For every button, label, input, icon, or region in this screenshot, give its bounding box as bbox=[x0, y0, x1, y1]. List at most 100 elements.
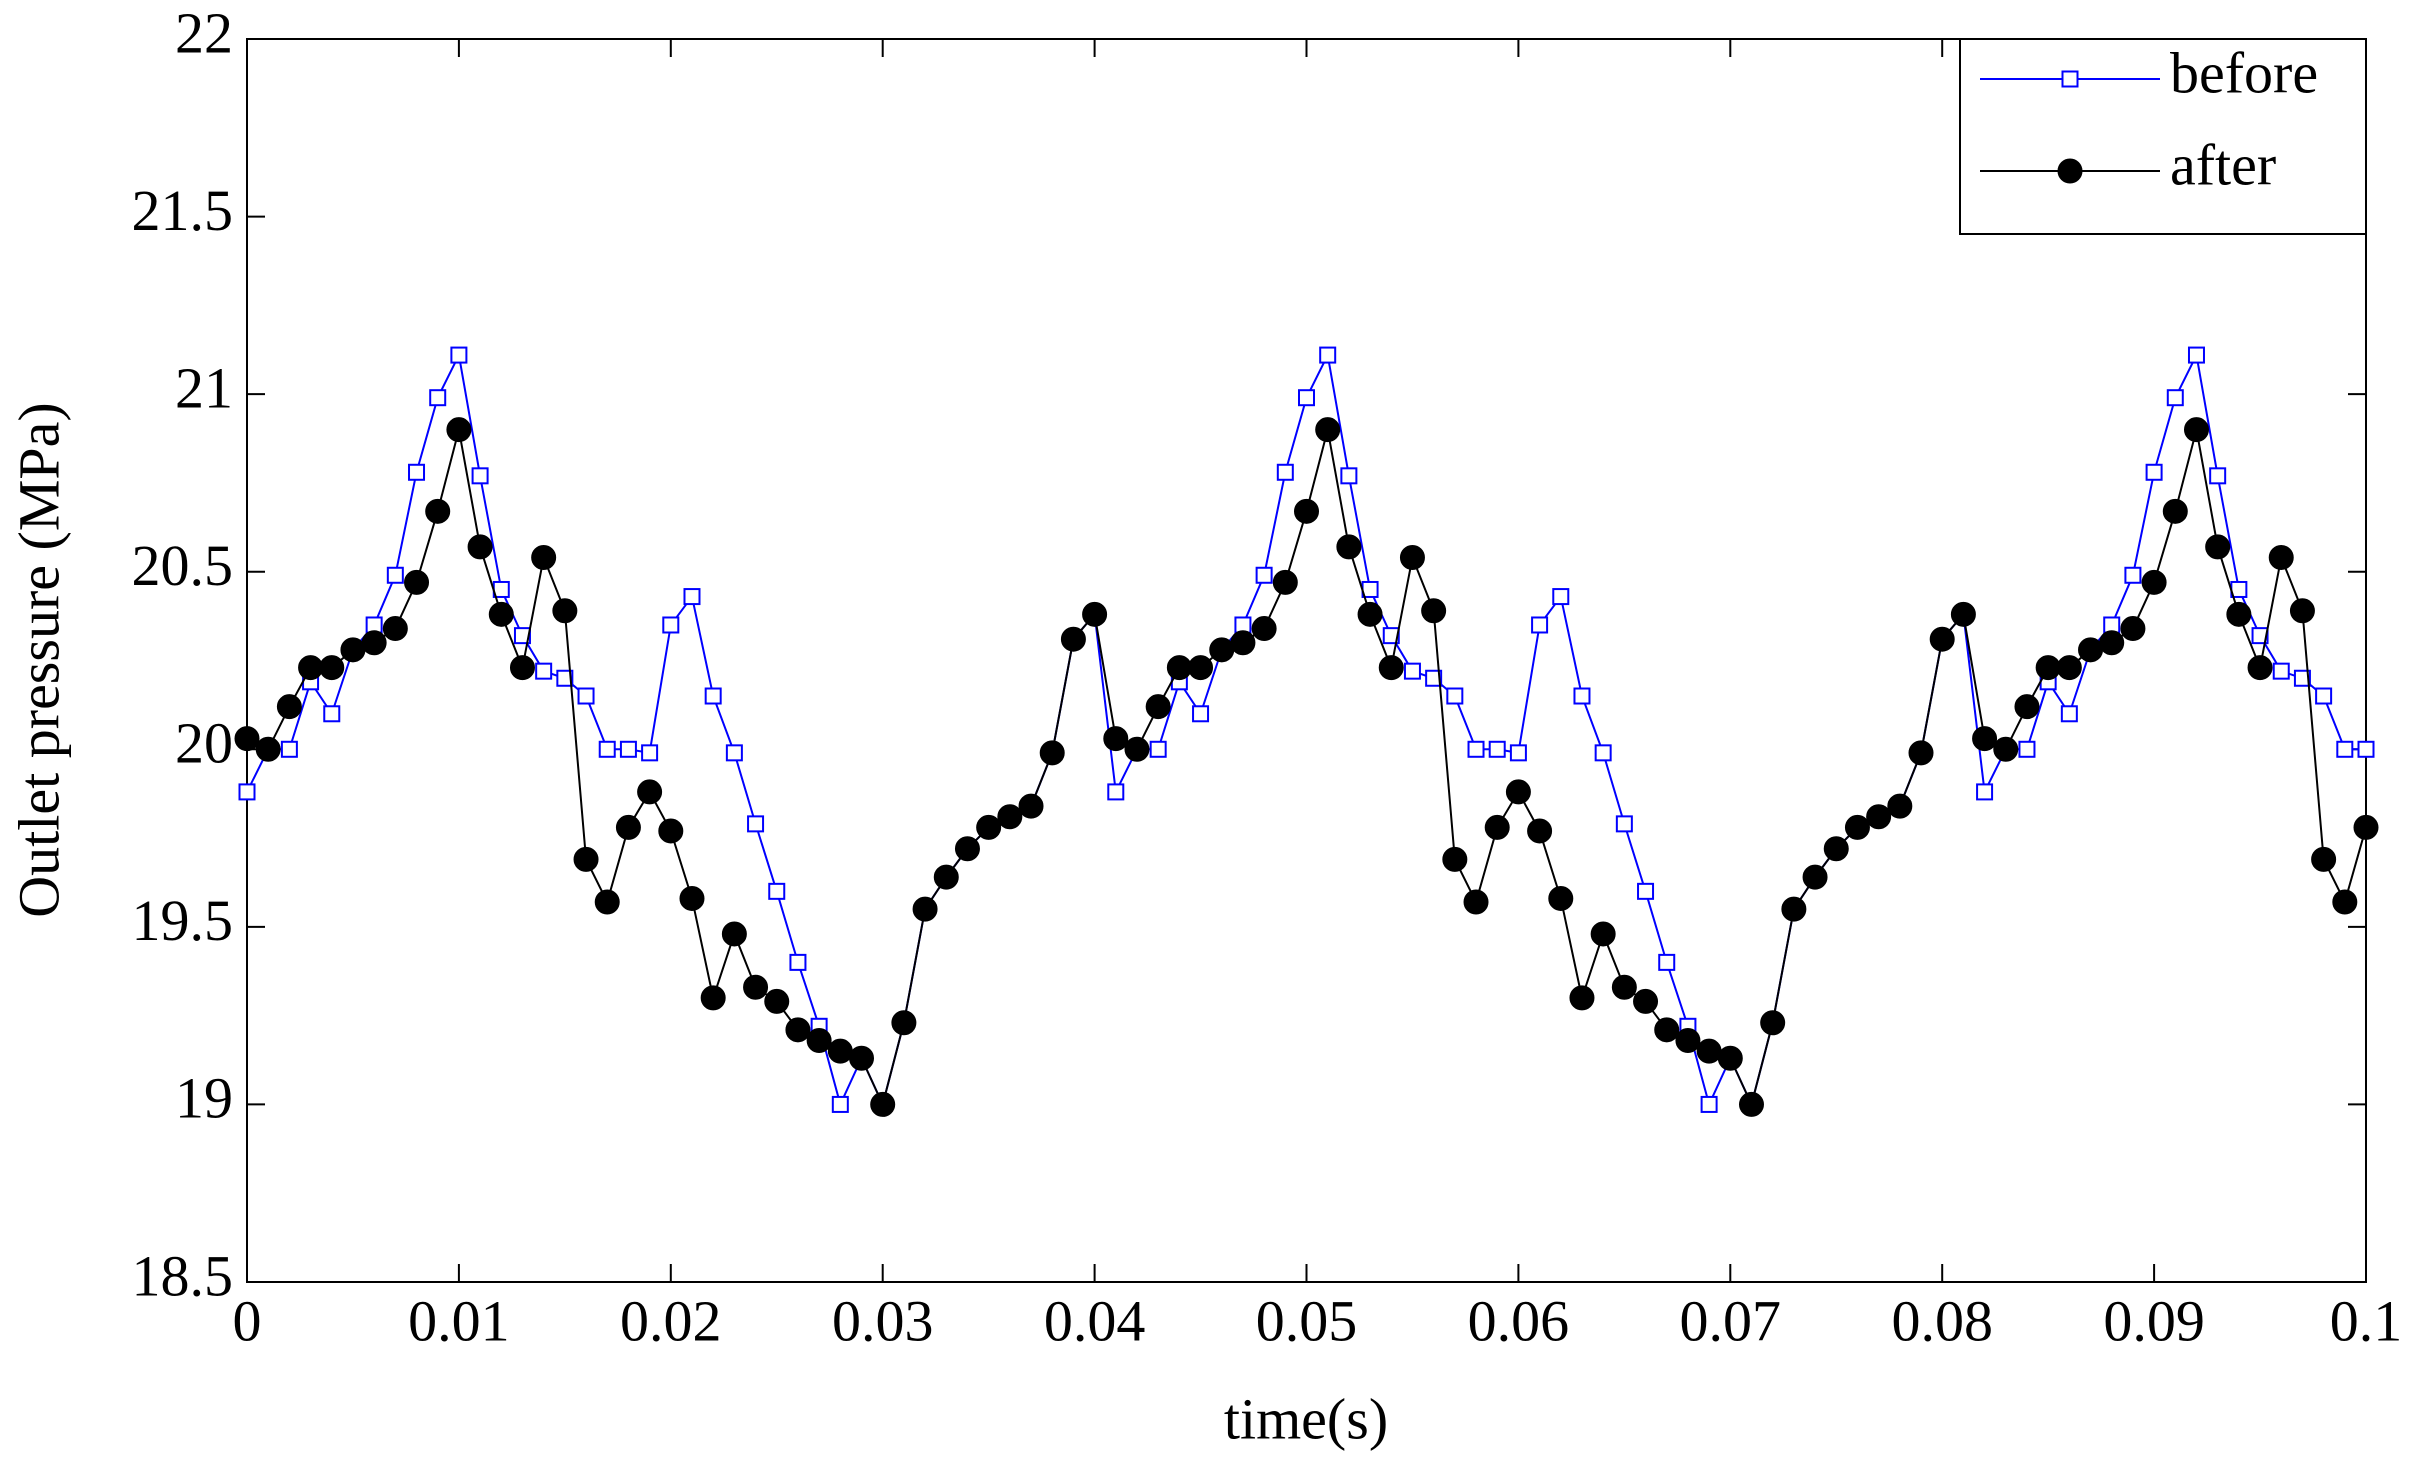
data-point bbox=[2209, 467, 2227, 485]
data-point bbox=[1844, 814, 1870, 840]
data-point bbox=[404, 569, 430, 595]
x-tick-label: 0.1 bbox=[2330, 1288, 2403, 1353]
x-tick-label: 0.03 bbox=[832, 1288, 934, 1353]
data-point bbox=[1251, 616, 1277, 642]
data-point bbox=[1319, 346, 1337, 364]
data-point bbox=[573, 846, 599, 872]
data-point bbox=[488, 601, 514, 627]
data-point bbox=[1425, 669, 1443, 687]
data-point bbox=[2205, 534, 2231, 560]
data-point bbox=[700, 985, 726, 1011]
data-point bbox=[1403, 662, 1421, 680]
data-point bbox=[340, 637, 366, 663]
data-point bbox=[1552, 588, 1570, 606]
data-point bbox=[450, 346, 468, 364]
data-point bbox=[1145, 694, 1171, 720]
data-point bbox=[1781, 896, 1807, 922]
data-point bbox=[743, 974, 769, 1000]
data-point bbox=[1315, 417, 1341, 443]
data-point bbox=[2060, 705, 2078, 723]
data-point bbox=[535, 662, 553, 680]
data-point bbox=[2272, 662, 2290, 680]
data-point bbox=[2315, 687, 2333, 705]
data-point bbox=[1700, 1095, 1718, 1113]
data-point bbox=[1340, 467, 1358, 485]
data-point bbox=[1929, 626, 1955, 652]
data-point bbox=[1166, 655, 1192, 681]
data-point bbox=[912, 896, 938, 922]
data-point bbox=[1234, 616, 1252, 634]
data-point bbox=[323, 705, 341, 723]
data-point bbox=[658, 818, 684, 844]
data-point bbox=[509, 655, 535, 681]
data-point bbox=[891, 1010, 917, 1036]
legend-box bbox=[1959, 38, 2367, 235]
data-point bbox=[1887, 793, 1913, 819]
data-point bbox=[785, 1017, 811, 1043]
data-point bbox=[1654, 1017, 1680, 1043]
data-point bbox=[298, 655, 324, 681]
data-point bbox=[255, 736, 281, 762]
data-point bbox=[997, 804, 1023, 830]
legend-label: before bbox=[2170, 40, 2318, 105]
data-point bbox=[637, 779, 663, 805]
data-point bbox=[747, 815, 765, 833]
y-tick-label: 20.5 bbox=[132, 533, 234, 598]
data-point bbox=[2035, 655, 2061, 681]
data-point bbox=[276, 694, 302, 720]
data-point bbox=[1972, 726, 1998, 752]
data-point bbox=[425, 498, 451, 524]
data-point bbox=[725, 744, 743, 762]
data-point bbox=[619, 740, 637, 758]
data-point bbox=[386, 566, 404, 584]
data-point bbox=[789, 953, 807, 971]
data-point bbox=[1548, 885, 1574, 911]
y-tick-label: 21 bbox=[175, 355, 233, 420]
data-point bbox=[319, 655, 345, 681]
data-point bbox=[2145, 463, 2163, 481]
data-point bbox=[1658, 953, 1676, 971]
data-point bbox=[2353, 814, 2379, 840]
y-axis-label: Outlet pressure (MPa) bbox=[6, 402, 71, 917]
x-tick-label: 0.08 bbox=[1891, 1288, 1993, 1353]
data-point bbox=[1738, 1091, 1764, 1117]
data-point bbox=[764, 988, 790, 1014]
data-point bbox=[2289, 598, 2315, 624]
data-point bbox=[1590, 921, 1616, 947]
data-point bbox=[849, 1045, 875, 1071]
x-axis-label: time(s) bbox=[1224, 1386, 1388, 1451]
data-point bbox=[467, 534, 493, 560]
data-point bbox=[662, 616, 680, 634]
data-point bbox=[1255, 566, 1273, 584]
x-tick-label: 0.02 bbox=[620, 1288, 722, 1353]
data-point bbox=[238, 783, 256, 801]
data-point bbox=[1276, 463, 1294, 481]
data-point bbox=[2162, 498, 2188, 524]
data-point bbox=[2357, 740, 2375, 758]
data-point bbox=[1696, 1038, 1722, 1064]
data-point bbox=[446, 417, 472, 443]
data-point bbox=[1866, 804, 1892, 830]
y-tick-label: 21.5 bbox=[132, 178, 234, 243]
data-point bbox=[806, 1028, 832, 1054]
data-point bbox=[2056, 655, 2082, 681]
series-line bbox=[246, 429, 2367, 1108]
data-point bbox=[1976, 783, 1994, 801]
y-tick-label: 18.5 bbox=[132, 1243, 234, 1308]
data-point bbox=[2311, 846, 2337, 872]
data-point bbox=[1509, 744, 1527, 762]
data-point bbox=[1378, 655, 1404, 681]
data-point bbox=[679, 885, 705, 911]
data-point bbox=[1615, 815, 1633, 833]
data-point bbox=[1633, 988, 1659, 1014]
data-point bbox=[1149, 740, 1167, 758]
data-point bbox=[768, 882, 786, 900]
data-point bbox=[1188, 655, 1214, 681]
x-tick-label: 0.04 bbox=[1044, 1288, 1146, 1353]
data-point bbox=[1594, 744, 1612, 762]
data-point bbox=[594, 889, 620, 915]
data-point bbox=[1531, 616, 1549, 634]
series-line bbox=[246, 351, 2366, 1108]
data-point bbox=[1505, 779, 1531, 805]
data-point bbox=[2141, 569, 2167, 595]
